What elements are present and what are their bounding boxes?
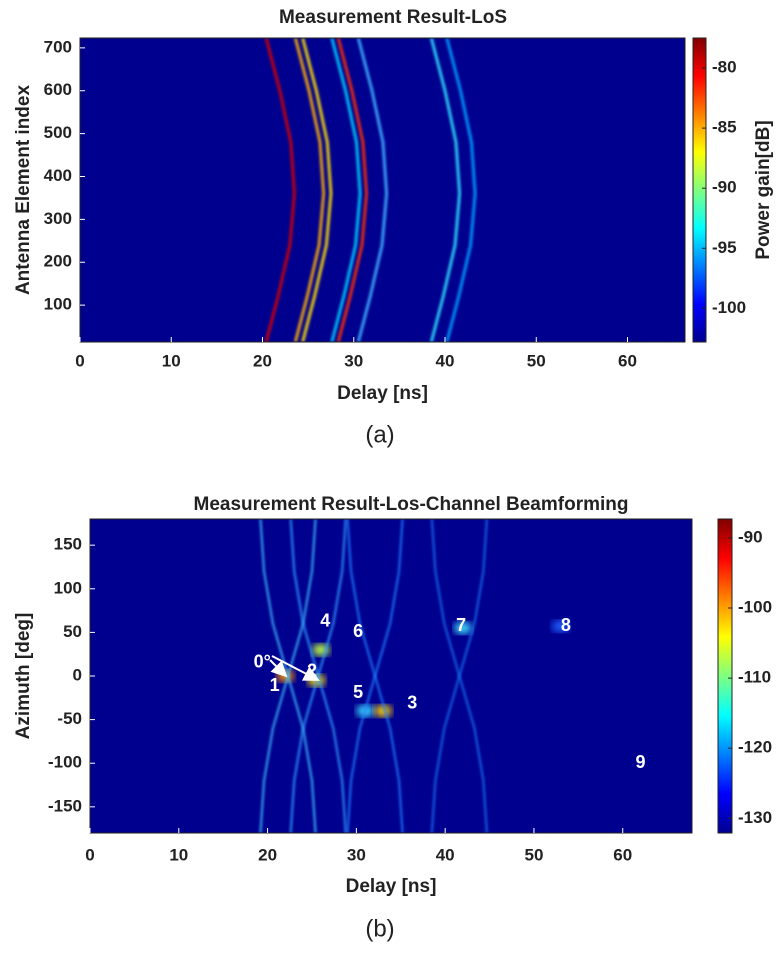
x-axis-label: Delay [ns] <box>346 876 437 897</box>
annotation: 3 <box>407 693 417 713</box>
y-tick-label: 100 <box>54 578 82 597</box>
trace <box>259 519 317 833</box>
trace <box>264 38 296 342</box>
y-tick-label: 200 <box>44 252 72 271</box>
y-tick-label: 150 <box>54 535 82 554</box>
arrow <box>271 655 320 681</box>
x-tick-label: 0 <box>85 845 94 864</box>
annotation: 8 <box>561 615 571 635</box>
y-axis-label: Antenna Element index <box>13 85 34 296</box>
y-tick-label: 600 <box>44 80 72 99</box>
y-tick-label: -100 <box>48 753 82 772</box>
y-tick-label: 500 <box>44 123 72 142</box>
trace <box>301 38 333 342</box>
annotation: 1 <box>270 675 280 695</box>
x-axis-label: Delay [ns] <box>337 383 428 404</box>
y-tick-label: 300 <box>44 209 72 228</box>
annotation: 5 <box>353 682 363 702</box>
plot-area <box>90 519 692 833</box>
colorbar-tick-label: -100 <box>712 298 746 317</box>
arrow <box>269 659 288 678</box>
x-tick-label: 10 <box>162 351 181 370</box>
y-tick-label: 50 <box>63 622 82 641</box>
colorbar-tick-label: -100 <box>738 597 772 616</box>
hot-spot <box>453 622 472 635</box>
x-tick-label: 60 <box>618 351 637 370</box>
colorbar-tick-label: -80 <box>712 58 737 77</box>
plot-frame <box>79 37 686 343</box>
x-tick-label: 30 <box>344 351 363 370</box>
y-tick-label: 100 <box>44 295 72 314</box>
annotation: 6 <box>353 621 363 641</box>
trace <box>445 38 477 342</box>
x-tick-label: 30 <box>347 845 366 864</box>
x-tick-label: 50 <box>527 351 546 370</box>
colorbar-tick-label: -90 <box>738 527 763 546</box>
trace <box>336 38 369 342</box>
hot-spot <box>551 620 570 633</box>
x-tick-label: 20 <box>253 351 272 370</box>
caption: (b) <box>365 915 394 942</box>
colorbar-tick-label: -130 <box>738 808 772 827</box>
plot-marks <box>259 519 570 833</box>
x-tick-label: 40 <box>436 845 455 864</box>
chart-title: Measurement Result-Los-Channel Beamformi… <box>194 494 629 515</box>
annotation: 7 <box>456 615 466 635</box>
trace <box>429 38 462 342</box>
y-tick-label: 0 <box>73 665 82 684</box>
trace <box>356 38 389 342</box>
colorbar-tick-label: -90 <box>712 178 737 197</box>
colorbar <box>692 37 707 343</box>
trace <box>346 519 404 833</box>
x-tick-label: 60 <box>613 845 632 864</box>
x-tick-label: 10 <box>169 845 188 864</box>
plot-area <box>80 38 685 342</box>
x-tick-label: 0 <box>75 351 84 370</box>
colorbar-tick-label: -120 <box>738 738 772 757</box>
x-tick-label: 20 <box>258 845 277 864</box>
hot-spot <box>374 704 393 717</box>
x-tick-label: 40 <box>436 351 455 370</box>
annotation: 9 <box>635 752 645 772</box>
colorbar <box>717 518 733 834</box>
y-tick-label: -150 <box>48 796 82 815</box>
x-tick-label: 50 <box>524 845 543 864</box>
plot-marks <box>264 38 477 342</box>
y-tick-label: -50 <box>57 709 82 728</box>
colorbar-label: Power gain[dB] <box>753 120 774 259</box>
trace <box>293 38 326 342</box>
chart-title: Measurement Result-LoS <box>279 7 507 28</box>
colorbar-tick-label: -95 <box>712 238 737 257</box>
colorbar-tick-label: -85 <box>712 118 737 137</box>
colorbar-tick-label: -110 <box>738 668 771 687</box>
trace <box>430 519 488 833</box>
y-tick-label: 400 <box>44 166 72 185</box>
trace <box>330 38 362 342</box>
y-tick-label: 700 <box>44 37 72 56</box>
annotation: 4 <box>320 611 330 631</box>
caption: (a) <box>365 421 394 448</box>
annotation: 0° <box>254 652 271 672</box>
y-axis-label: Azimuth [deg] <box>13 613 34 740</box>
